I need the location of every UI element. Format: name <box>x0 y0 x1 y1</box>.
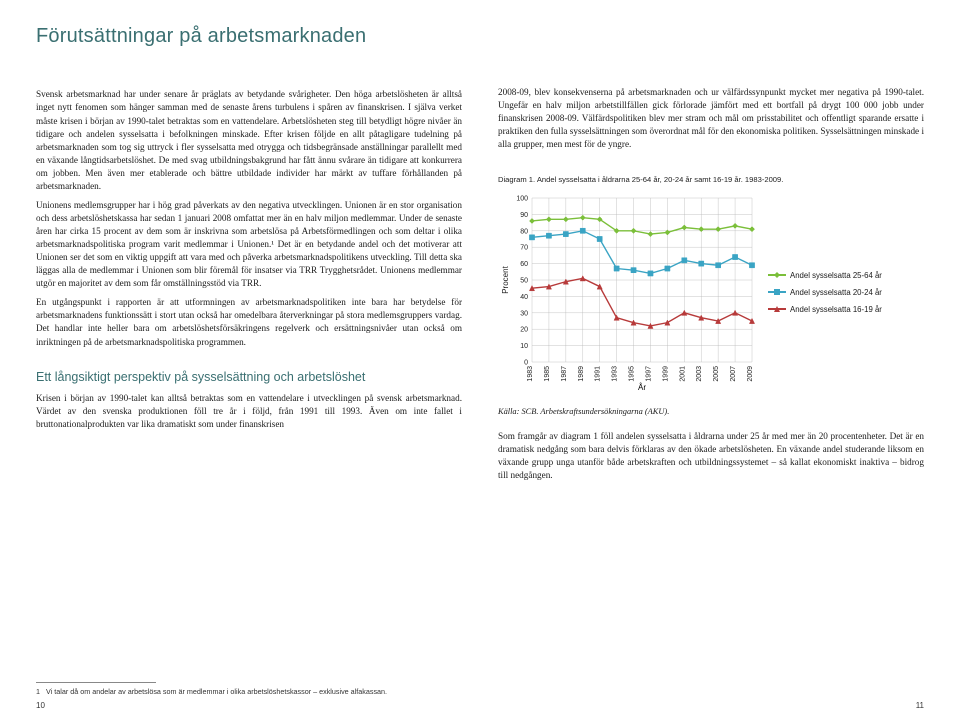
left-subheading: Ett långsiktigt perspektiv på sysselsätt… <box>36 369 462 387</box>
footnote-text: Vi talar då om andelar av arbetslösa som… <box>46 687 387 696</box>
diagram-caption: Diagram 1. Andel sysselsatta i åldrarna … <box>498 175 924 186</box>
svg-text:2007: 2007 <box>730 366 737 382</box>
svg-text:1987: 1987 <box>561 366 568 382</box>
svg-text:1993: 1993 <box>612 366 619 382</box>
svg-text:30: 30 <box>520 310 528 317</box>
left-p1: Svensk arbetsmarknad har under senare år… <box>36 88 462 193</box>
footnote-rule <box>36 682 156 683</box>
svg-text:2005: 2005 <box>713 366 720 382</box>
svg-text:1983: 1983 <box>527 366 534 382</box>
svg-text:50: 50 <box>520 278 528 285</box>
left-column: Förutsättningar på arbetsmarknaden Svens… <box>36 22 462 718</box>
chart-block: 0 10 20 30 40 50 60 70 80 90 100 1983 1985 1987 1989 19… <box>498 192 924 392</box>
svg-text:1985: 1985 <box>544 366 551 382</box>
page-number-right: 11 <box>916 701 924 710</box>
svg-text:0: 0 <box>524 360 528 367</box>
chart-legend: Andel sysselsatta 25-64 år Andel sysselsa… <box>768 270 882 315</box>
legend-item: Andel sysselsatta 20-24 år <box>768 287 882 298</box>
svg-text:40: 40 <box>520 294 528 301</box>
left-p2: Unionens medlemsgrupper har i hög grad p… <box>36 199 462 290</box>
svg-text:60: 60 <box>520 261 528 268</box>
svg-text:80: 80 <box>520 228 528 235</box>
footnote: 1 Vi talar då om andelar av arbetslösa s… <box>36 687 462 696</box>
svg-text:1989: 1989 <box>578 366 585 382</box>
right-p1: 2008-09, blev konsekvenserna på arbetsma… <box>498 86 924 151</box>
left-p3: En utgångspunkt i rapporten är att utfor… <box>36 296 462 348</box>
chart-source: Källa: SCB. Arbetskraftsundersökningarna… <box>498 406 924 418</box>
right-p2: Som framgår av diagram 1 föll andelen sy… <box>498 430 924 482</box>
svg-text:1995: 1995 <box>629 366 636 382</box>
svg-text:2009: 2009 <box>747 366 754 382</box>
svg-text:2003: 2003 <box>696 366 703 382</box>
footnote-num: 1 <box>36 687 40 696</box>
legend-item: Andel sysselsatta 16-19 år <box>768 304 882 315</box>
page-title: Förutsättningar på arbetsmarknaden <box>36 22 462 50</box>
right-column: 2008-09, blev konsekvenserna på arbetsma… <box>498 22 924 718</box>
svg-text:20: 20 <box>520 327 528 334</box>
svg-text:1991: 1991 <box>595 366 602 382</box>
svg-text:90: 90 <box>520 212 528 219</box>
svg-text:100: 100 <box>516 196 528 203</box>
page-number-left: 10 <box>36 701 45 710</box>
svg-text:70: 70 <box>520 245 528 252</box>
svg-text:Procent: Procent <box>501 266 510 294</box>
svg-text:2001: 2001 <box>679 366 686 382</box>
svg-text:1997: 1997 <box>645 366 652 382</box>
svg-text:År: År <box>638 383 646 392</box>
left-p4: Krisen i början av 1990-talet kan alltså… <box>36 392 462 431</box>
legend-item: Andel sysselsatta 25-64 år <box>768 270 882 281</box>
employment-chart: 0 10 20 30 40 50 60 70 80 90 100 1983 1985 1987 1989 19… <box>498 192 758 392</box>
svg-text:1999: 1999 <box>662 366 669 382</box>
svg-text:10: 10 <box>520 343 528 350</box>
page: Förutsättningar på arbetsmarknaden Svens… <box>0 0 960 718</box>
